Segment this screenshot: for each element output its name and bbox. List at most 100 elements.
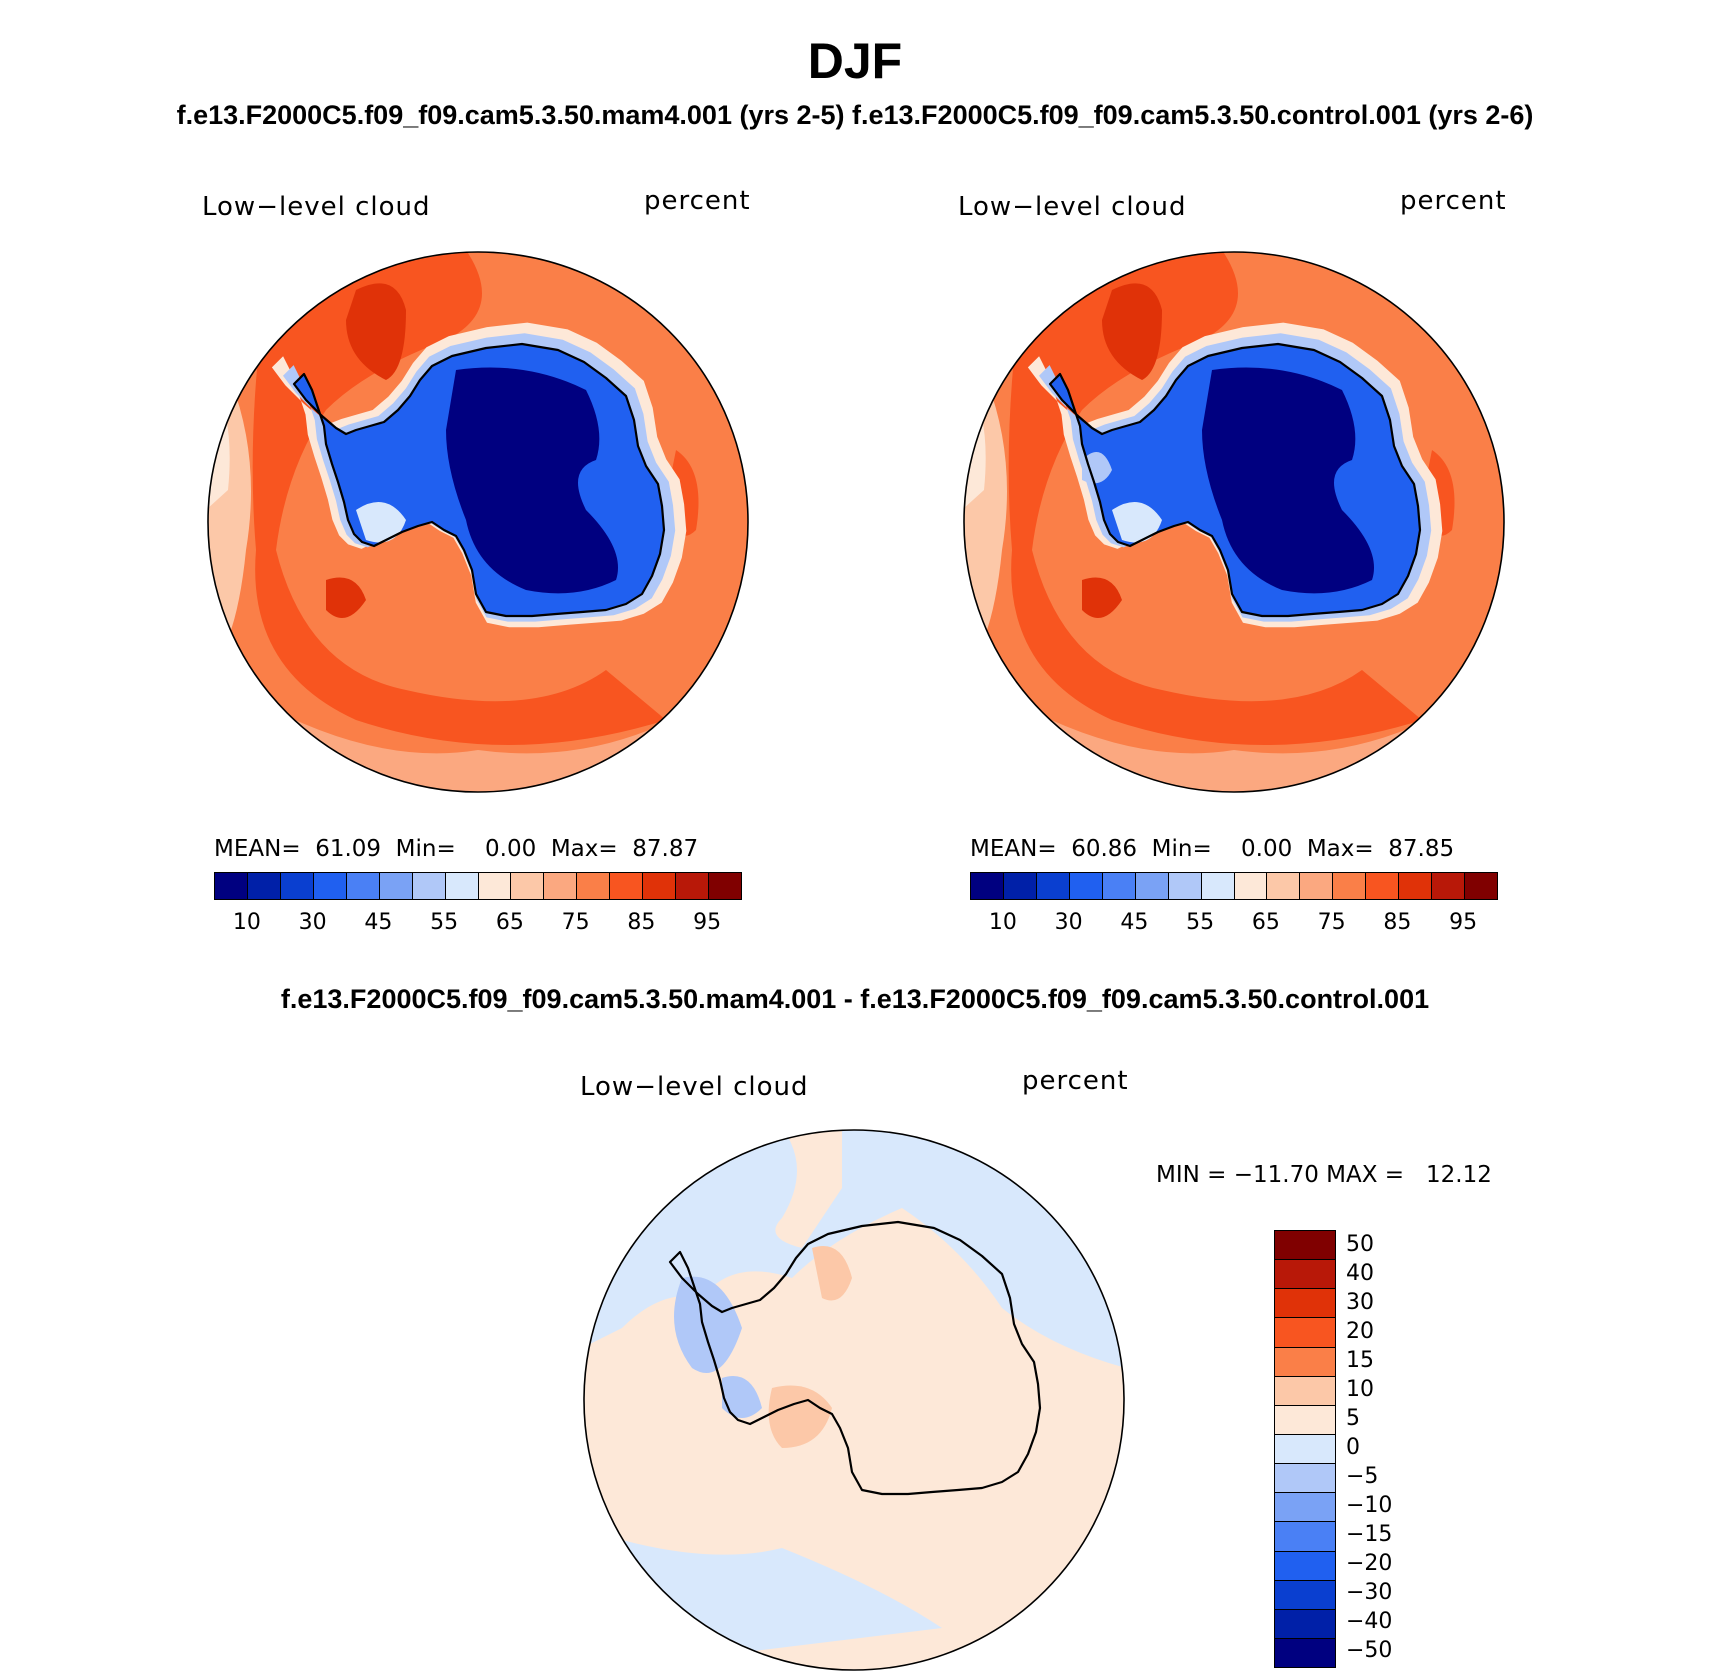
map-panel-control bbox=[963, 251, 1505, 793]
panel1-colorbar bbox=[214, 872, 742, 900]
colorbar-swatch bbox=[247, 873, 281, 899]
colorbar-swatch bbox=[346, 873, 380, 899]
cloud-band-85 bbox=[1008, 252, 1422, 745]
colorbar-tick-label: 85 bbox=[1383, 910, 1412, 935]
colorbar-swatch bbox=[1275, 1405, 1335, 1435]
colorbar-swatch bbox=[1003, 873, 1037, 899]
colorbar-tick-label: 75 bbox=[1317, 910, 1346, 935]
panel2-units-label: percent bbox=[1400, 186, 1507, 216]
colorbar-swatch bbox=[544, 873, 578, 899]
top-subtitle: f.e13.F2000C5.f09_f09.cam5.3.50.mam4.001… bbox=[176, 100, 1534, 130]
colorbar-swatch bbox=[1275, 1580, 1335, 1610]
colorbar-swatch bbox=[1069, 873, 1103, 899]
colorbar-swatch bbox=[1201, 873, 1235, 899]
colorbar-swatch bbox=[1432, 873, 1466, 899]
diff-variable-label: Low−level cloud bbox=[580, 1072, 809, 1102]
colorbar-tick-label: −5 bbox=[1346, 1464, 1379, 1490]
colorbar-tick-label: 30 bbox=[298, 910, 327, 935]
colorbar-swatch bbox=[643, 873, 677, 899]
diff-positive-patch-5 bbox=[768, 1385, 832, 1448]
cloud-band-90-spot bbox=[1082, 577, 1122, 618]
diff-units-label: percent bbox=[1022, 1066, 1129, 1096]
colorbar-swatch bbox=[971, 873, 1004, 899]
map-boundary bbox=[207, 251, 749, 793]
colorbar-swatch bbox=[1275, 1434, 1335, 1465]
cloud-band-90 bbox=[346, 283, 406, 380]
colorbar-swatch bbox=[445, 873, 479, 899]
colorbar-swatch bbox=[610, 873, 644, 899]
colorbar-swatch bbox=[1275, 1289, 1335, 1319]
colorbar-swatch bbox=[1275, 1522, 1335, 1552]
colorbar-swatch bbox=[1275, 1376, 1335, 1406]
map-boundary bbox=[583, 1129, 1125, 1671]
diff-positive-patch bbox=[775, 1130, 842, 1248]
colorbar-swatch bbox=[1135, 873, 1169, 899]
antarctica-interior-min bbox=[1202, 367, 1374, 594]
peninsula-light-patch bbox=[1082, 452, 1112, 484]
colorbar-tick-label: 50 bbox=[1346, 1231, 1374, 1257]
colorbar-tick-label: 30 bbox=[1346, 1289, 1374, 1315]
colorbar-swatch bbox=[1399, 873, 1433, 899]
diff-negative-patch-ross bbox=[722, 1376, 762, 1418]
diff-negative-patch-5 bbox=[674, 1276, 742, 1373]
colorbar-tick-label: 10 bbox=[988, 910, 1017, 935]
diff-colorbar bbox=[1274, 1230, 1336, 1668]
map-boundary bbox=[963, 251, 1505, 793]
colorbar-tick-label: 75 bbox=[561, 910, 590, 935]
panel2-stats: MEAN= 60.86 Min= 0.00 Max= 87.85 bbox=[970, 836, 1455, 862]
diff-colorbar-ticks: 50 40 30 20 15 10 5 0 −5 −10 −15 −20 −30 −40 −50 bbox=[1346, 1230, 1426, 1666]
colorbar-tick-label: 95 bbox=[1449, 910, 1478, 935]
colorbar-swatch bbox=[1036, 873, 1070, 899]
colorbar-swatch bbox=[1275, 1464, 1335, 1494]
colorbar-swatch bbox=[412, 873, 446, 899]
diff-subtitle: f.e13.F2000C5.f09_f09.cam5.3.50.mam4.001… bbox=[280, 984, 1430, 1014]
colorbar-tick-label: 10 bbox=[232, 910, 261, 935]
colorbar-swatch bbox=[1366, 873, 1400, 899]
map-panel-mam4 bbox=[207, 251, 749, 793]
colorbar-swatch bbox=[1333, 873, 1367, 899]
colorbar-swatch bbox=[313, 873, 347, 899]
colorbar-tick-label: 30 bbox=[1054, 910, 1083, 935]
colorbar-tick-label: −20 bbox=[1346, 1551, 1393, 1577]
colorbar-swatch bbox=[577, 873, 611, 899]
colorbar-tick-label: 0 bbox=[1346, 1435, 1360, 1460]
diff-negative-region-north bbox=[584, 1130, 1124, 1368]
colorbar-swatch bbox=[1275, 1260, 1335, 1290]
colorbar-tick-label: 15 bbox=[1346, 1347, 1374, 1373]
colorbar-swatch bbox=[1234, 873, 1268, 899]
colorbar-swatch bbox=[1275, 1318, 1335, 1348]
colorbar-swatch bbox=[1300, 873, 1334, 899]
colorbar-swatch bbox=[1275, 1493, 1335, 1523]
ross-ice-shelf-light bbox=[356, 502, 406, 543]
colorbar-tick-label: −50 bbox=[1346, 1638, 1393, 1664]
colorbar-swatch bbox=[1267, 873, 1301, 899]
panel2-colorbar bbox=[970, 872, 1498, 900]
cloud-band-90 bbox=[1102, 283, 1162, 380]
figure-title: DJF bbox=[807, 33, 903, 89]
colorbar-tick-label: −30 bbox=[1346, 1580, 1393, 1606]
colorbar-swatch bbox=[1275, 1638, 1335, 1668]
antarctica-coastline bbox=[292, 342, 666, 618]
colorbar-tick-label: 65 bbox=[495, 910, 524, 935]
map-panel-difference bbox=[583, 1129, 1125, 1671]
colorbar-tick-label: 10 bbox=[1346, 1376, 1374, 1402]
colorbar-tick-label: −10 bbox=[1346, 1493, 1393, 1519]
panel1-stats: MEAN= 61.09 Min= 0.00 Max= 87.87 bbox=[214, 836, 699, 862]
colorbar-swatch bbox=[1275, 1551, 1335, 1581]
antarctica-coastline bbox=[1048, 342, 1422, 618]
colorbar-tick-label: −40 bbox=[1346, 1609, 1393, 1635]
diff-stats: MIN = −11.70 MAX = 12.12 bbox=[1156, 1162, 1492, 1188]
colorbar-swatch bbox=[280, 873, 314, 899]
colorbar-tick-label: 20 bbox=[1346, 1318, 1374, 1344]
colorbar-tick-label: 45 bbox=[1120, 910, 1149, 935]
colorbar-tick-label: 55 bbox=[430, 910, 459, 935]
cloud-band-90-spot bbox=[326, 577, 366, 618]
colorbar-swatch bbox=[1275, 1231, 1335, 1261]
colorbar-swatch bbox=[1465, 873, 1497, 899]
colorbar-swatch bbox=[478, 873, 512, 899]
colorbar-tick-label: −15 bbox=[1346, 1522, 1393, 1548]
panel1-variable-label: Low−level cloud bbox=[202, 192, 431, 222]
colorbar-swatch bbox=[1275, 1609, 1335, 1639]
colorbar-swatch bbox=[676, 873, 710, 899]
colorbar-tick-label: 40 bbox=[1346, 1260, 1374, 1286]
